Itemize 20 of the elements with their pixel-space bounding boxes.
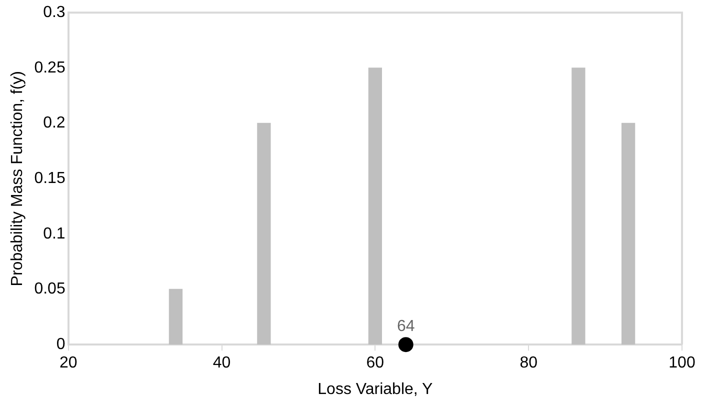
annotation: 64 — [396, 318, 415, 336]
x-tick-label: 80 — [520, 354, 538, 372]
x-tick-label: 40 — [212, 354, 231, 372]
y-axis-title: Probability Mass Function, f(y) — [9, 71, 26, 286]
y-tick-label: 0.15 — [34, 170, 66, 188]
y-tick-label: 0.05 — [34, 280, 66, 298]
bar — [572, 68, 586, 345]
y-tick-label: 0 — [56, 336, 66, 354]
bar — [368, 68, 382, 345]
y-tick-label: 0.2 — [43, 114, 66, 132]
y-tick-label: 0.25 — [34, 59, 66, 76]
x-tick-label: 100 — [668, 354, 696, 372]
x-axis-title: Loss Variable, Y — [318, 380, 434, 398]
bar — [257, 122, 271, 345]
bar — [621, 122, 636, 345]
y-tick-label: 0.1 — [43, 225, 66, 242]
x-tick-label: 60 — [366, 354, 384, 372]
x-tick-label: 20 — [59, 354, 78, 372]
bar — [168, 288, 183, 345]
y-tick-label: 0.3 — [43, 4, 66, 22]
